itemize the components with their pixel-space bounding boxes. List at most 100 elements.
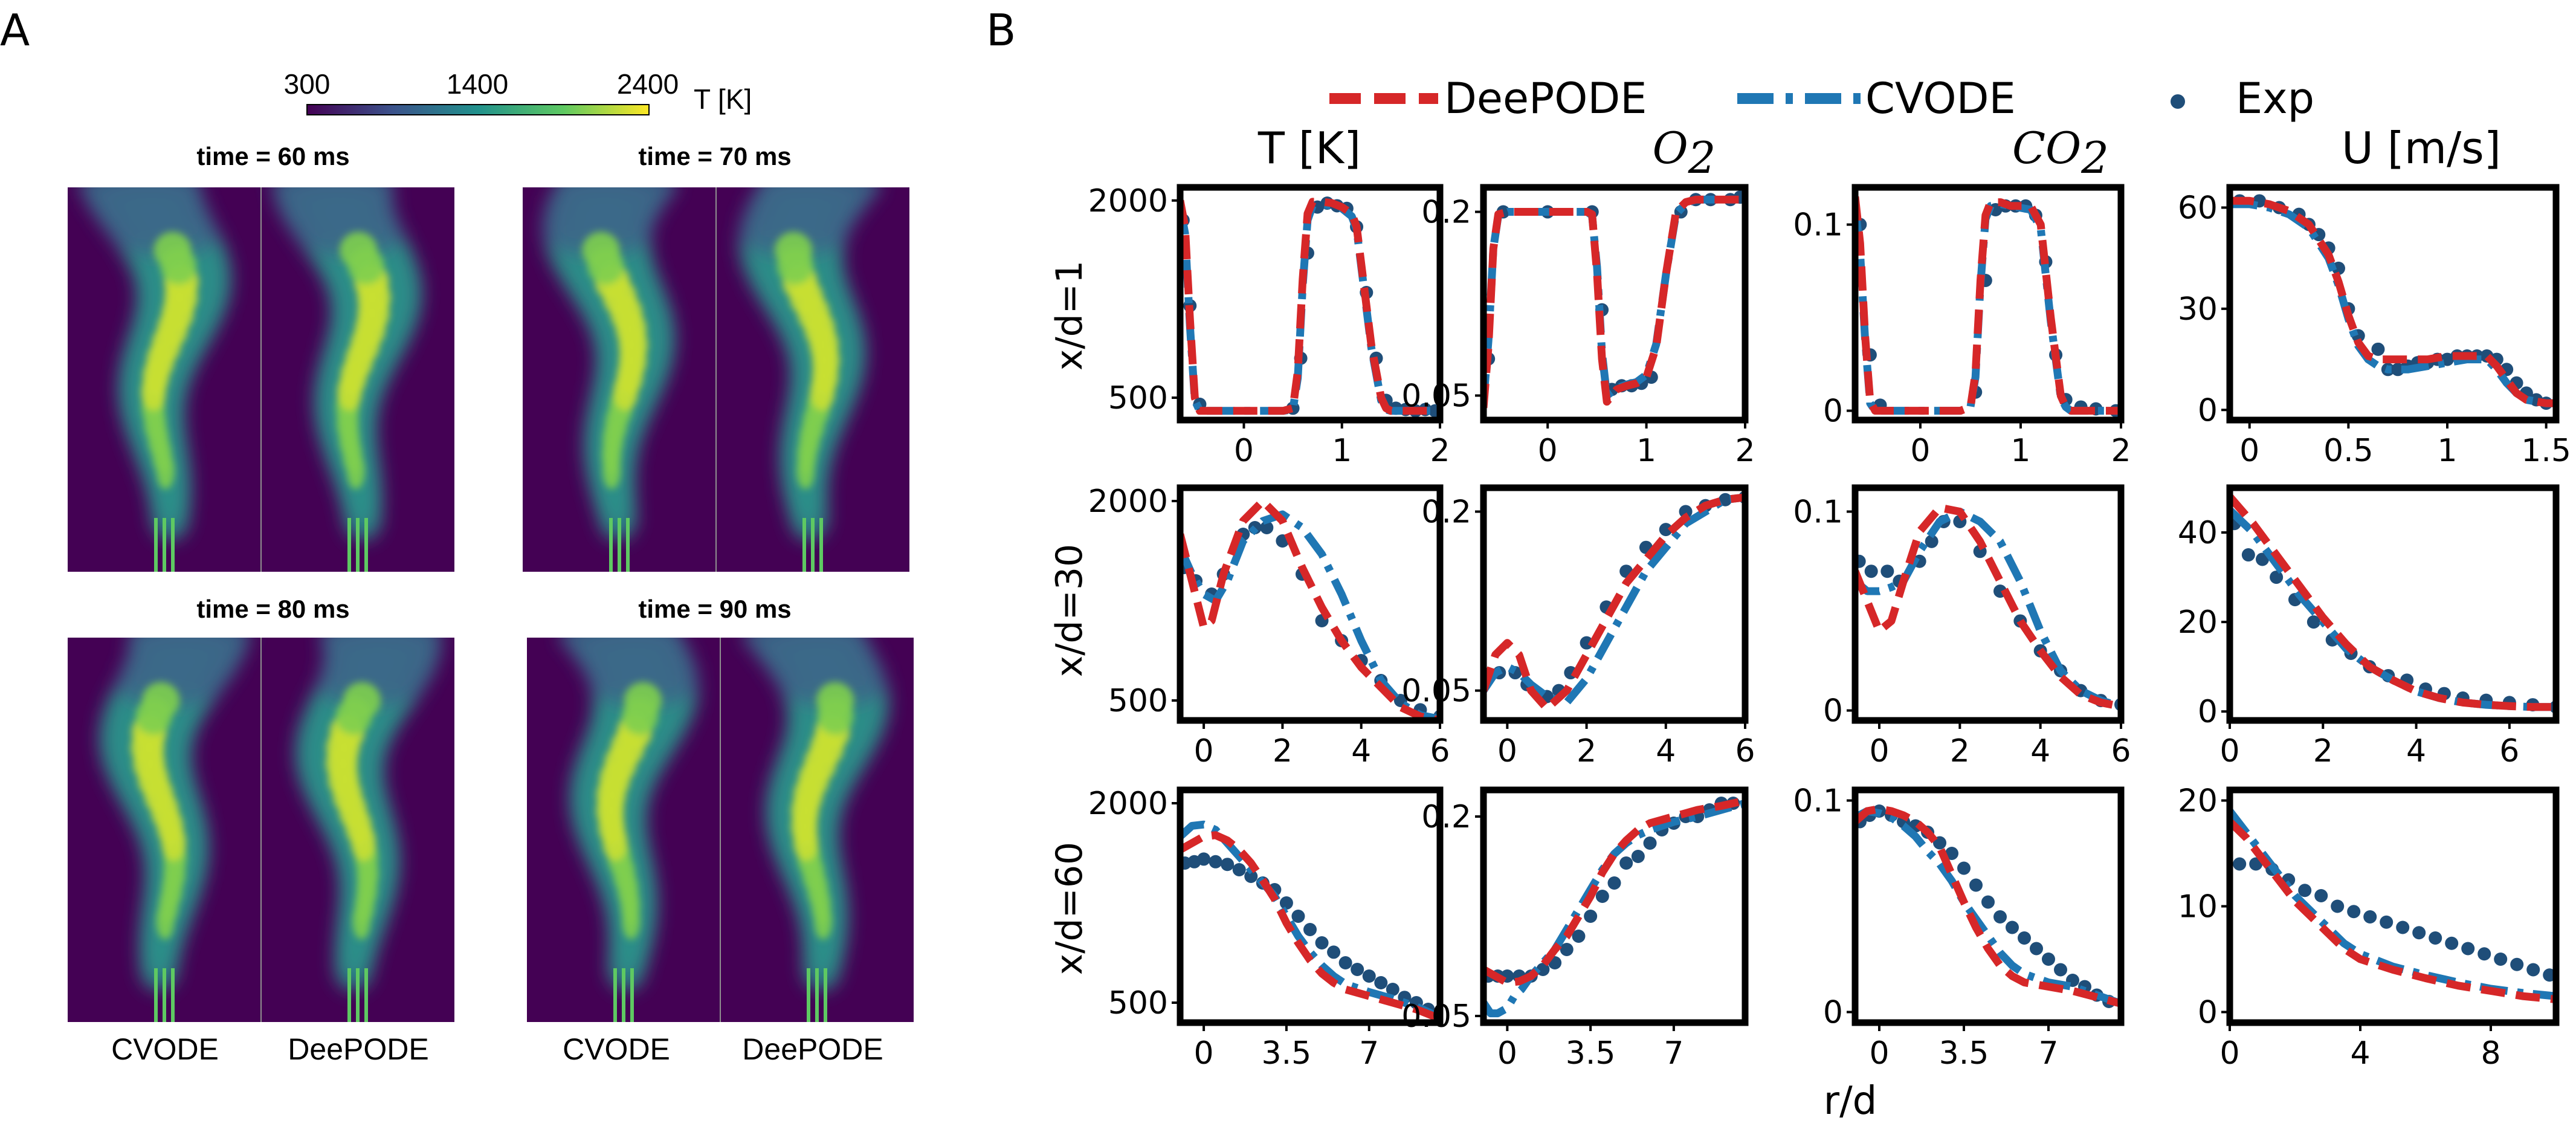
exp-point (1374, 976, 1388, 989)
exp-point (1981, 895, 1995, 909)
y-tick-label: 500 (1108, 380, 1168, 416)
plume-core (326, 682, 381, 940)
panel-b: B DeePODE CVODE Exp T [K] O2 CO2 U [m/s]… (986, 5, 2571, 1124)
x-tick-label: 1.5 (2521, 433, 2571, 469)
x-tick-label: 4 (2030, 733, 2050, 769)
col-title-co2: CO2 (2012, 123, 2109, 183)
exp-point (1631, 850, 1645, 863)
snapshot-time-90: time = 90 ms (638, 595, 791, 623)
series-exp (1180, 852, 1435, 1016)
plot-area (2230, 809, 2556, 1003)
row-label-xd30: x/d=30 (1048, 544, 1091, 677)
exp-point (1864, 564, 1878, 578)
plot-area (1483, 190, 1745, 409)
plume-blob (743, 638, 867, 661)
x-tick-label: 4 (1656, 733, 1676, 769)
legend-swatch-exp (2171, 94, 2185, 109)
exp-point (1719, 493, 1732, 506)
exp-point (1584, 910, 1598, 923)
y-tick-label: 20 (2178, 783, 2218, 820)
plume-core-blob (816, 682, 854, 719)
x-tick-label: 1 (1332, 433, 1352, 469)
nozzle-jet (171, 968, 175, 1022)
nozzle-jet (824, 968, 827, 1022)
exp-point (1945, 847, 1958, 860)
snapshot-time-60: time = 60 ms (196, 142, 349, 170)
plume-blob (271, 187, 395, 211)
y-tick-label: 0 (2198, 392, 2218, 429)
x-tick-label: 2 (2111, 433, 2131, 469)
exp-point (2412, 926, 2426, 940)
plot-area (1180, 196, 1440, 418)
series-deepode (1855, 503, 2121, 711)
flame-deepode (271, 187, 424, 572)
exp-point (1221, 858, 1235, 872)
exp-point (2306, 615, 2320, 629)
nozzle-jet (802, 517, 806, 572)
subplot-frame (1177, 484, 1444, 724)
plot-area (1483, 797, 1745, 1018)
flame-snapshot (68, 638, 454, 1022)
x-tick-label: 1 (1636, 433, 1656, 469)
nozzle-jet (356, 517, 360, 572)
exp-point (2445, 936, 2459, 950)
nozzle-jet (356, 968, 360, 1022)
exp-point (2461, 942, 2475, 956)
y-tick-label: 0.1 (1793, 207, 1843, 244)
exp-point (1993, 910, 2007, 924)
nozzle-jet (819, 517, 823, 572)
exp-point (1291, 910, 1305, 923)
y-tick-label: 0.2 (1421, 494, 1471, 530)
exp-point (1279, 896, 1293, 910)
exp-point (1989, 202, 2003, 216)
flame-cvode (78, 187, 233, 572)
series-exp (1855, 804, 2116, 1008)
row-label-xd60: x/d=60 (1048, 842, 1091, 975)
exp-point (1315, 936, 1329, 949)
exp-point (2371, 342, 2385, 356)
exp-point (1580, 636, 1593, 650)
flame-cvode (559, 638, 700, 1022)
y-tick-label: 60 (2178, 190, 2218, 226)
y-tick-label: 0 (1823, 393, 1843, 430)
series-deepode (1855, 805, 2121, 1008)
subplot-frame (2226, 184, 2560, 424)
exp-point (2270, 571, 2284, 584)
x-tick-label: 6 (1735, 733, 1755, 769)
y-tick-label: 0.2 (1421, 799, 1471, 835)
subplot-r1-c3: 0 2 4 6 0 20 40 (2178, 484, 2560, 769)
plot-area (1855, 503, 2121, 711)
y-tick-label: 0.05 (1401, 998, 1471, 1035)
y-tick-label: 10 (2178, 889, 2218, 925)
y-tick-label: 0.1 (1793, 783, 1843, 820)
y-tick-label: 2000 (1088, 183, 1168, 219)
x-tick-label: 4 (1351, 733, 1371, 769)
x-tick-label: 2 (1735, 433, 1755, 469)
subplot-frame (1851, 184, 2125, 424)
y-tick-label: 0 (1823, 995, 1843, 1031)
exp-point (2478, 947, 2491, 961)
x-tick-label: 7 (1359, 1035, 1379, 1072)
x-tick-label: 0 (1194, 733, 1214, 769)
y-tick-label: 0.2 (1421, 195, 1471, 231)
nozzle-jet (618, 517, 621, 572)
exp-point (2054, 963, 2067, 977)
exp-point (1969, 878, 1983, 892)
series-deepode (2230, 494, 2556, 711)
legend-label-cvode: CVODE (1865, 74, 2016, 123)
exp-point (1957, 861, 1971, 875)
nozzle-jet (622, 968, 625, 1022)
series-cvode (1855, 200, 2121, 415)
subplot-r0-c1: 0 1 2 0.05 0.2 (1401, 184, 1755, 469)
y-tick-label: 500 (1108, 683, 1168, 719)
panel-b-letter: B (986, 5, 1016, 56)
exp-point (2298, 884, 2312, 898)
x-tick-label: 7 (2038, 1035, 2058, 1072)
series-deepode (2230, 818, 2556, 1003)
flame-deepode (743, 638, 891, 1022)
subplot-frame (2226, 484, 2560, 724)
y-tick-label: 0 (1823, 693, 1843, 729)
legend-label-exp: Exp (2236, 74, 2314, 123)
exp-point (1338, 956, 1352, 969)
subplot-r0-c0: 0 1 2 500 2000 (1088, 183, 1450, 469)
